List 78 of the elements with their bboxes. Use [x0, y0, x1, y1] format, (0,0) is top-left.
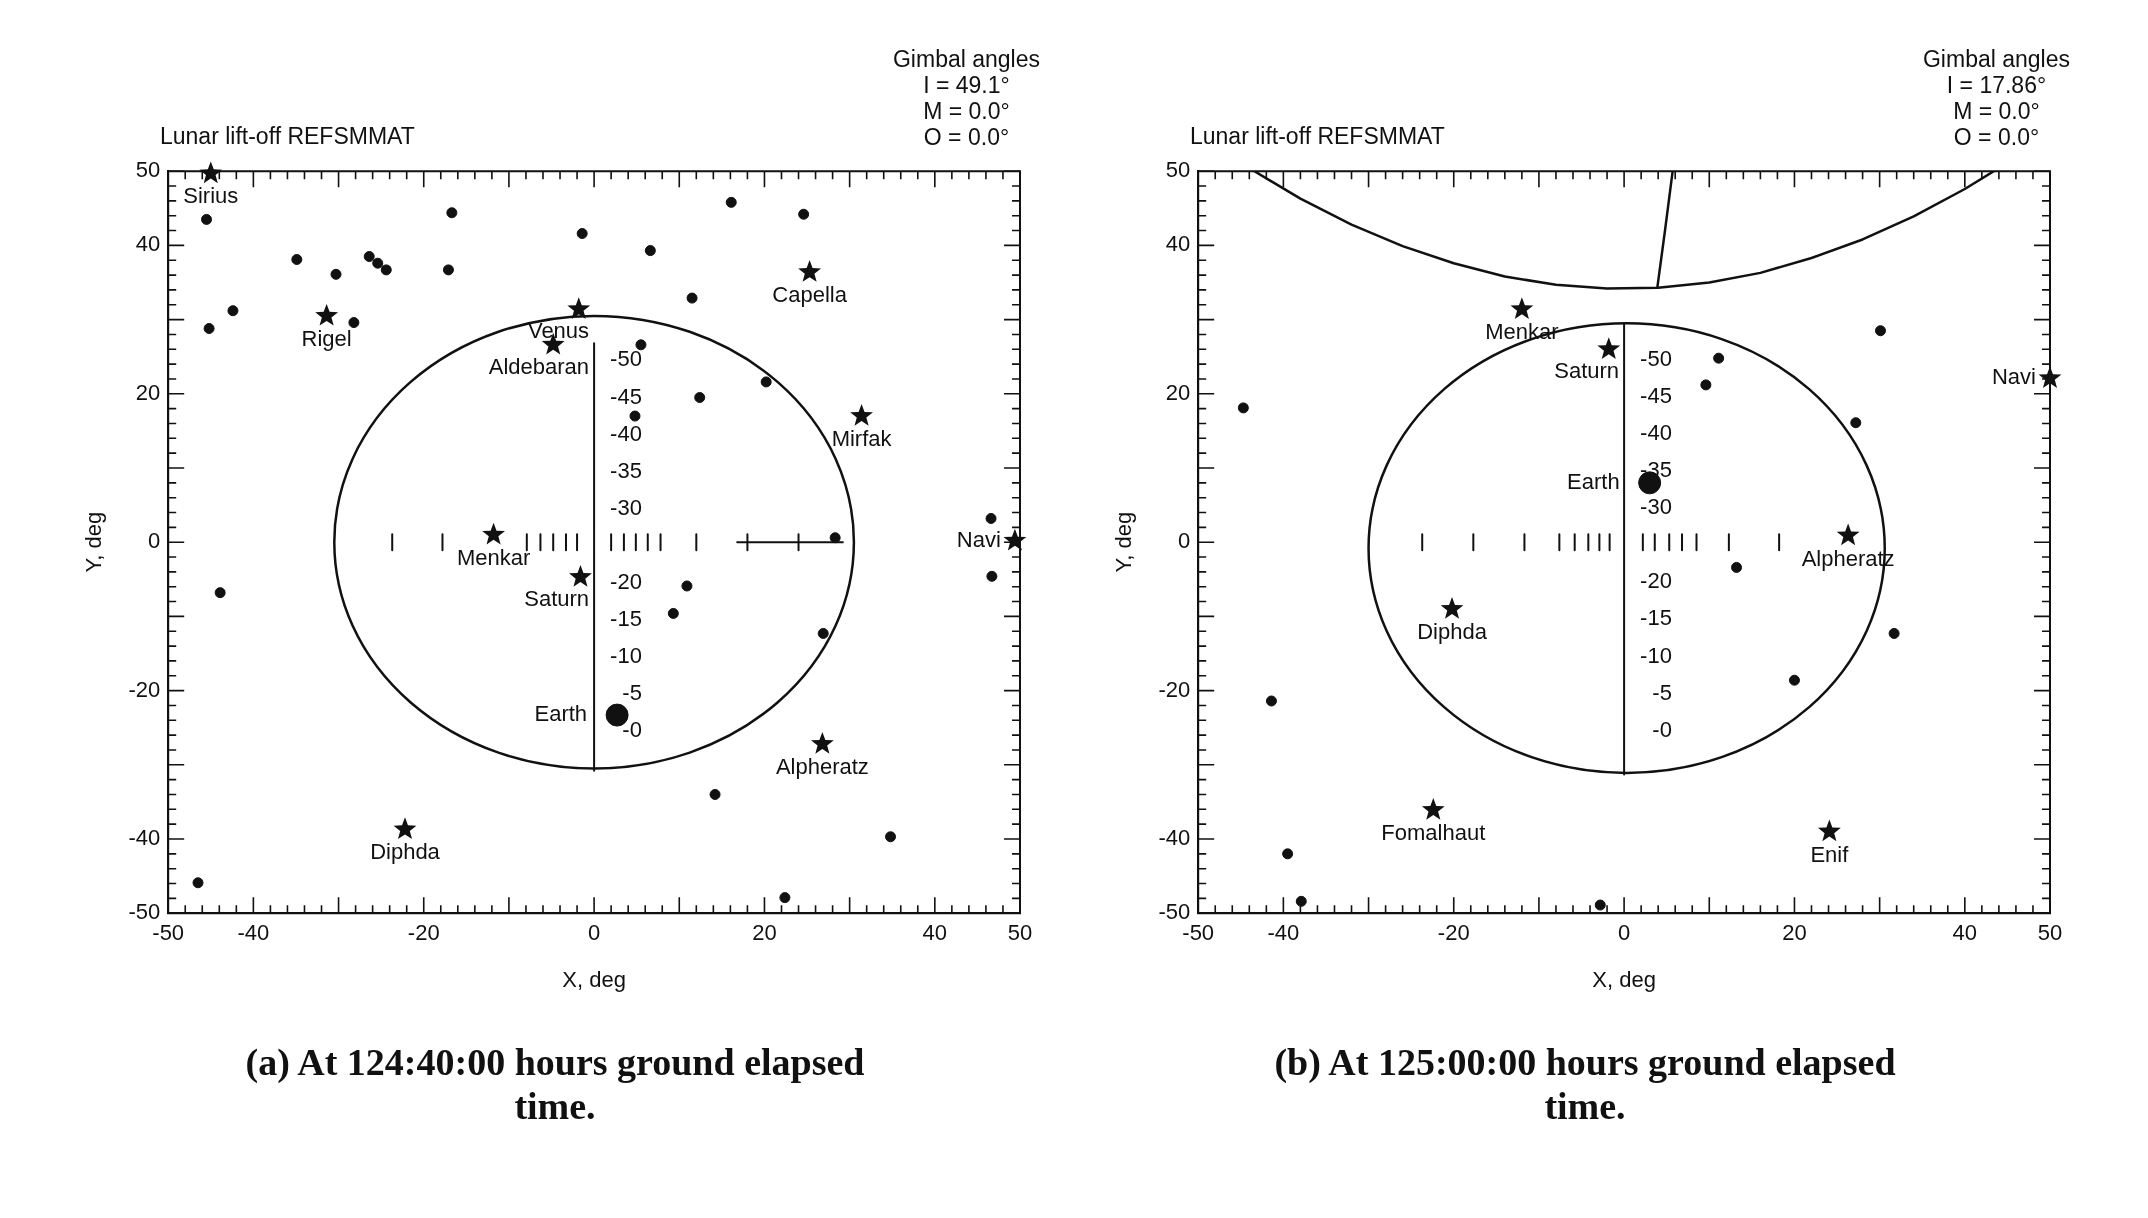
x-tick-label: 40	[1952, 920, 1978, 946]
y-tick-label: 50	[1165, 157, 1191, 183]
y-tick-label: 0	[1177, 528, 1191, 554]
data-label: Saturn	[1554, 358, 1620, 384]
y2-tick-label: -15	[610, 606, 642, 632]
y2-tick-label: -10	[610, 643, 642, 669]
y-tick-label: 50	[135, 157, 161, 183]
y2-tick-label: -0	[622, 717, 642, 743]
y-tick-label: 40	[135, 231, 161, 257]
data-label: Alpheratz	[775, 754, 869, 780]
data-label: Fomalhaut	[1381, 820, 1486, 846]
x-tick-label: -40	[1267, 920, 1300, 946]
x-tick-label: 0	[587, 920, 601, 946]
text: Gimbal angles	[892, 46, 1040, 72]
x-tick-label: -20	[1437, 920, 1470, 946]
y-tick-label: -40	[128, 825, 161, 851]
text: I = 49.1°	[922, 72, 1011, 98]
text: I = 17.86°	[1945, 72, 2048, 98]
y2-tick-label: -30	[1640, 494, 1672, 520]
data-label: Enif	[1810, 841, 1850, 867]
data-label: Aldebaran	[488, 353, 590, 379]
chart-title: Lunar lift-off REFSMMAT	[1190, 123, 1445, 150]
y2-tick-label: -30	[610, 494, 642, 520]
text: (b) At 125:00:00 hours ground elapsed time.	[1273, 1040, 1897, 1128]
x-tick-label: -20	[407, 920, 440, 946]
y-tick-label: -40	[1158, 825, 1191, 851]
data-label: Menkar	[456, 544, 531, 570]
y2-tick-label: -15	[1640, 605, 1672, 631]
x-axis-title: X, deg	[1592, 966, 1656, 992]
data-label: Diphda	[1417, 619, 1488, 645]
y-axis-title: Y, deg	[81, 511, 107, 573]
data-label: Menkar	[1485, 319, 1559, 345]
x-tick-label: -40	[237, 920, 270, 946]
y-tick-label: 40	[1165, 231, 1191, 257]
y2-tick-label: -50	[1640, 345, 1672, 371]
y2-tick-label: -20	[610, 569, 642, 595]
y-axis-title: Y, deg	[1111, 511, 1137, 573]
x-tick-label: 20	[1782, 920, 1807, 946]
data-label: Sirius	[183, 183, 239, 209]
y2-tick-label: -50	[610, 346, 642, 372]
y-tick-label: 0	[147, 528, 161, 554]
y-tick-label: -20	[1158, 676, 1191, 702]
x-tick-label: 40	[922, 920, 948, 946]
x-tick-label: 50	[1007, 920, 1033, 946]
y2-tick-label: -10	[1640, 642, 1672, 668]
text: M = 0.0°	[922, 98, 1011, 124]
data-label: Capella	[772, 282, 848, 308]
data-label: Diphda	[370, 839, 441, 865]
y2-tick-label: -0	[1652, 716, 1672, 742]
data-label: Rigel	[301, 325, 352, 351]
y-tick-label: 20	[135, 379, 161, 405]
y2-tick-label: -45	[610, 383, 642, 409]
text: M = 0.0°	[1952, 98, 2041, 124]
x-tick-label: 50	[2037, 920, 2063, 946]
y2-tick-label: -35	[610, 457, 642, 483]
y2-tick-label: -40	[1640, 419, 1672, 445]
text: O = 0.0°	[922, 124, 1011, 150]
y2-tick-label: -45	[1640, 382, 1672, 408]
data-label: Earth	[1567, 468, 1620, 494]
text: (a) At 124:40:00 hours ground elapsed time.	[244, 1040, 866, 1128]
x-axis-title: X, deg	[562, 966, 626, 992]
y-tick-label: 20	[1165, 379, 1191, 405]
data-label: Saturn	[524, 586, 590, 612]
data-label: Mirfak	[831, 426, 893, 452]
data-label: Earth	[534, 701, 588, 727]
x-tick-label: 20	[752, 920, 777, 946]
y-tick-label: -20	[128, 676, 161, 702]
data-label: Navi	[1991, 364, 2036, 390]
y2-tick-label: -5	[1652, 679, 1672, 705]
x-tick-label: 0	[1617, 920, 1631, 946]
data-label: Navi	[956, 526, 1001, 552]
y2-tick-label: -20	[1640, 568, 1672, 594]
chart-title: Lunar lift-off REFSMMAT	[160, 123, 415, 150]
y2-tick-label: -5	[622, 680, 642, 706]
y2-tick-label: -40	[610, 420, 642, 446]
text: O = 0.0°	[1952, 124, 2041, 150]
data-label: Venus	[527, 318, 590, 344]
text: Gimbal angles	[1922, 46, 2070, 72]
